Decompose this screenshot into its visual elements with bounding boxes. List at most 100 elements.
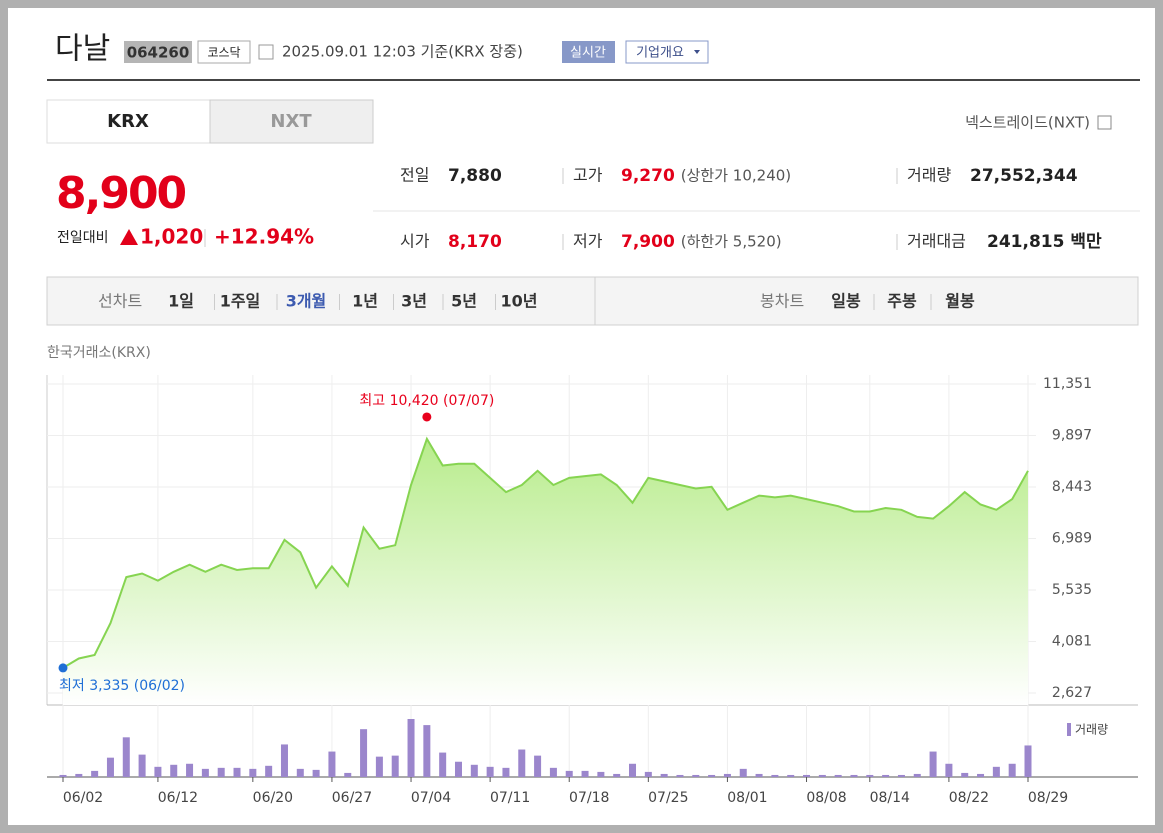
volume-bar (755, 773, 763, 777)
volume-bar (328, 751, 336, 777)
x-tick-label: 06/02 (63, 790, 103, 806)
period-option[interactable]: 3년 (401, 292, 427, 311)
market-box (197, 40, 251, 64)
period-option[interactable]: 일봉 (831, 292, 861, 311)
volume-bar (454, 761, 462, 777)
volume-bar (803, 774, 811, 777)
y-tick-label: 11,351 (1043, 376, 1092, 392)
volume-bar (629, 763, 637, 777)
x-tick-label: 07/18 (569, 790, 609, 806)
stat-value: 27,552,344 (970, 166, 1078, 186)
volume-bar (391, 755, 399, 777)
volume-bar (581, 770, 589, 777)
volume-bar (106, 757, 114, 777)
period-option[interactable]: 월봉 (945, 292, 975, 311)
period-option[interactable]: 1주일 (220, 292, 261, 311)
stat-label: 시가 (400, 232, 430, 251)
volume-bar (771, 774, 779, 777)
price-line (62, 436, 1029, 669)
period-option[interactable]: 10년 (501, 292, 538, 311)
volume-bar (249, 768, 257, 777)
tab-label[interactable]: NXT (270, 111, 312, 132)
stock-code: 064260 (127, 44, 190, 62)
change-rate: +12.94% (214, 225, 314, 249)
volume-bar (1008, 763, 1016, 777)
realtime-btn[interactable] (562, 41, 615, 63)
volume-bar (897, 774, 905, 777)
volume-bar (549, 767, 557, 777)
legend-label: 거래량 (1075, 723, 1108, 737)
tab-label[interactable]: KRX (107, 111, 149, 132)
candle-chart-label: 봉차트 (760, 292, 804, 311)
stat-value: 7,900 (621, 232, 675, 252)
y-tick-label: 4,081 (1052, 634, 1092, 650)
volume-bar (502, 767, 510, 777)
volume-bar (866, 774, 874, 777)
chart-source: 한국거래소(KRX) (47, 345, 151, 361)
volume-bar (834, 774, 842, 777)
volume-bar (929, 751, 937, 777)
stat-label: 거래량 (907, 166, 951, 185)
volume-bar (360, 729, 368, 777)
extreme-dot (58, 663, 68, 673)
tab-nxt[interactable] (209, 99, 374, 144)
stat-value: 9,270 (621, 166, 675, 186)
stat-label: 고가 (573, 166, 603, 185)
x-tick-label: 08/01 (727, 790, 767, 806)
stat-label: 저가 (573, 232, 603, 251)
volume-bar (660, 773, 668, 777)
stat-value: 241,815 백만 (987, 232, 1102, 252)
volume-bar (913, 773, 921, 777)
volume-bar (470, 764, 478, 777)
x-tick-label: 08/22 (949, 790, 989, 806)
extreme-label: 최고 10,420 (07/07) (359, 393, 494, 409)
timestamp: 2025.09.01 12:03 기준(KRX 장중) (282, 43, 523, 61)
volume-bar (565, 770, 573, 777)
stat-label: 전일 (400, 166, 429, 185)
tab-krx[interactable] (46, 99, 211, 144)
realtime[interactable]: 실시간 (570, 46, 606, 61)
help-icon[interactable] (1097, 115, 1112, 130)
volume-bar (423, 725, 431, 777)
y-tick-label: 6,989 (1052, 531, 1092, 547)
x-tick-label: 08/29 (1028, 790, 1068, 806)
stat-label: 거래대금 (907, 232, 966, 251)
volume-bar (170, 764, 178, 777)
volume-bar (375, 756, 383, 777)
volume-bar (818, 774, 826, 777)
period-option[interactable]: 1년 (352, 292, 378, 311)
volume-bar (486, 766, 494, 777)
volume-bar (534, 755, 542, 777)
company-info[interactable]: 기업개요 (636, 46, 684, 61)
x-tick-label: 07/11 (490, 790, 530, 806)
price-area (63, 438, 1028, 705)
y-tick-label: 8,443 (1052, 479, 1092, 495)
stat-note: (상한가 10,240) (681, 167, 791, 185)
volume-bar (597, 771, 605, 777)
volume-bar (233, 767, 241, 777)
nxt-link[interactable]: 넥스트레이드(NXT) (965, 114, 1090, 132)
volume-bar (1024, 745, 1032, 777)
company-btn[interactable] (625, 40, 709, 64)
period-option[interactable]: 5년 (451, 292, 477, 311)
extreme-label: 최저 3,335 (06/02) (59, 678, 185, 694)
period-option[interactable]: 3개월 (286, 292, 327, 311)
dropdown-arrow (694, 50, 700, 54)
volume-bar (613, 773, 621, 777)
volume-bar (676, 774, 684, 777)
stat-value: 8,170 (448, 232, 502, 252)
volume-bar (977, 773, 985, 777)
volume-bar (518, 749, 526, 777)
code-bg (124, 41, 192, 63)
volume-bar (407, 719, 415, 777)
volume-bar (59, 774, 67, 777)
change: 1,020 (140, 225, 203, 249)
y-tick-label: 9,897 (1052, 428, 1092, 444)
volume-bar (312, 769, 320, 777)
x-tick-label: 07/04 (411, 790, 451, 806)
period-option[interactable]: 1일 (168, 292, 194, 311)
legend-swatch (1067, 723, 1071, 736)
period-option[interactable]: 주봉 (887, 292, 917, 311)
calendar-icon (258, 44, 274, 60)
